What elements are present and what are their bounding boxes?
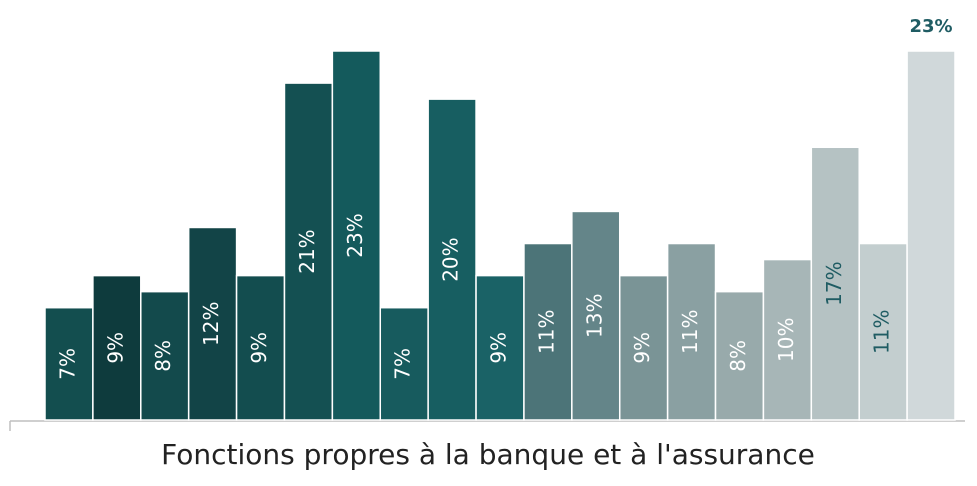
data-label: 9% [487,332,511,364]
data-label: 8% [151,340,175,372]
bar [379,306,429,421]
data-label: 9% [247,332,271,364]
data-label: 9% [630,332,654,364]
bar [762,258,813,421]
data-label: 10% [774,318,798,362]
bar [571,210,621,421]
bar [427,98,477,421]
data-label: 21% [295,229,319,273]
bar [283,82,334,421]
data-label: 11% [678,310,702,354]
data-label: 23% [343,213,367,257]
bar [140,290,190,421]
bar [92,274,142,421]
data-label: 17% [822,261,846,305]
bar [523,242,573,421]
bar [475,274,525,421]
bar [331,50,382,421]
data-label: 13% [582,293,606,337]
bar [714,290,765,421]
bar [858,242,908,421]
bar [810,146,860,421]
x-axis-title: Fonctions propres à la banque et à l'ass… [161,438,815,471]
bar [666,242,717,421]
bar [906,50,956,421]
data-label: 20% [439,237,463,281]
data-label: 23% [910,16,953,37]
data-label: 11% [870,310,894,354]
data-label: 12% [199,302,223,346]
data-label: 7% [391,348,415,380]
data-label: 7% [55,348,79,380]
bar [187,226,238,421]
data-label: 8% [726,340,750,372]
bar [44,306,94,421]
data-label: 9% [103,332,127,364]
data-label: 11% [534,310,558,354]
